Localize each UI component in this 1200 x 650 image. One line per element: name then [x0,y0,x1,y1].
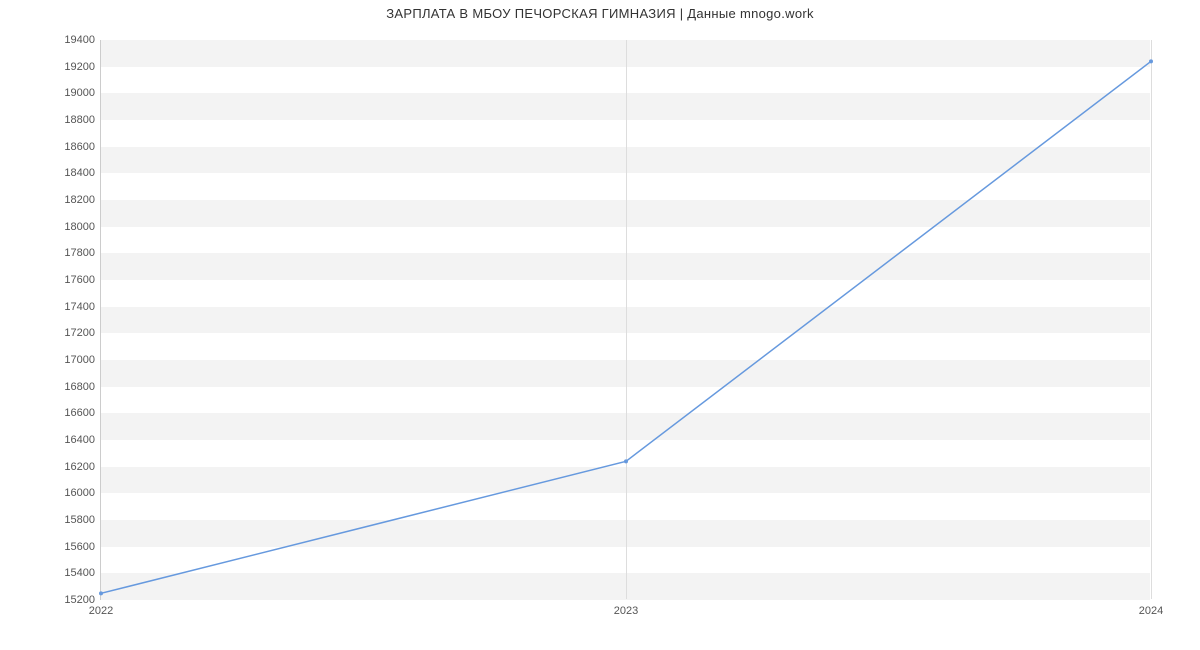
y-tick-label: 17200 [64,327,101,339]
grid-line-v [1151,40,1152,599]
series-marker [624,459,628,463]
series-line [101,61,1151,593]
salary-chart: ЗАРПЛАТА В МБОУ ПЕЧОРСКАЯ ГИМНАЗИЯ | Дан… [0,0,1200,650]
y-tick-label: 17600 [64,274,101,286]
x-tick-label: 2023 [614,599,638,617]
y-tick-label: 16200 [64,461,101,473]
y-tick-label: 18000 [64,221,101,233]
y-tick-label: 17400 [64,301,101,313]
y-tick-label: 19000 [64,87,101,99]
y-tick-label: 17800 [64,247,101,259]
y-tick-label: 19400 [64,34,101,46]
series-marker [99,591,103,595]
y-tick-label: 18800 [64,114,101,126]
y-tick-label: 19200 [64,61,101,73]
y-tick-label: 18600 [64,141,101,153]
y-tick-label: 16400 [64,434,101,446]
series-marker [1149,59,1153,63]
plot-area: 1520015400156001580016000162001640016600… [100,40,1150,600]
y-tick-label: 16000 [64,487,101,499]
chart-title: ЗАРПЛАТА В МБОУ ПЕЧОРСКАЯ ГИМНАЗИЯ | Дан… [0,6,1200,21]
y-tick-label: 16800 [64,381,101,393]
y-tick-label: 17000 [64,354,101,366]
y-tick-label: 15400 [64,567,101,579]
x-tick-label: 2024 [1139,599,1163,617]
y-tick-label: 18200 [64,194,101,206]
y-tick-label: 18400 [64,167,101,179]
line-layer [101,40,1151,600]
x-tick-label: 2022 [89,599,113,617]
y-tick-label: 15600 [64,541,101,553]
y-tick-label: 16600 [64,407,101,419]
y-tick-label: 15800 [64,514,101,526]
